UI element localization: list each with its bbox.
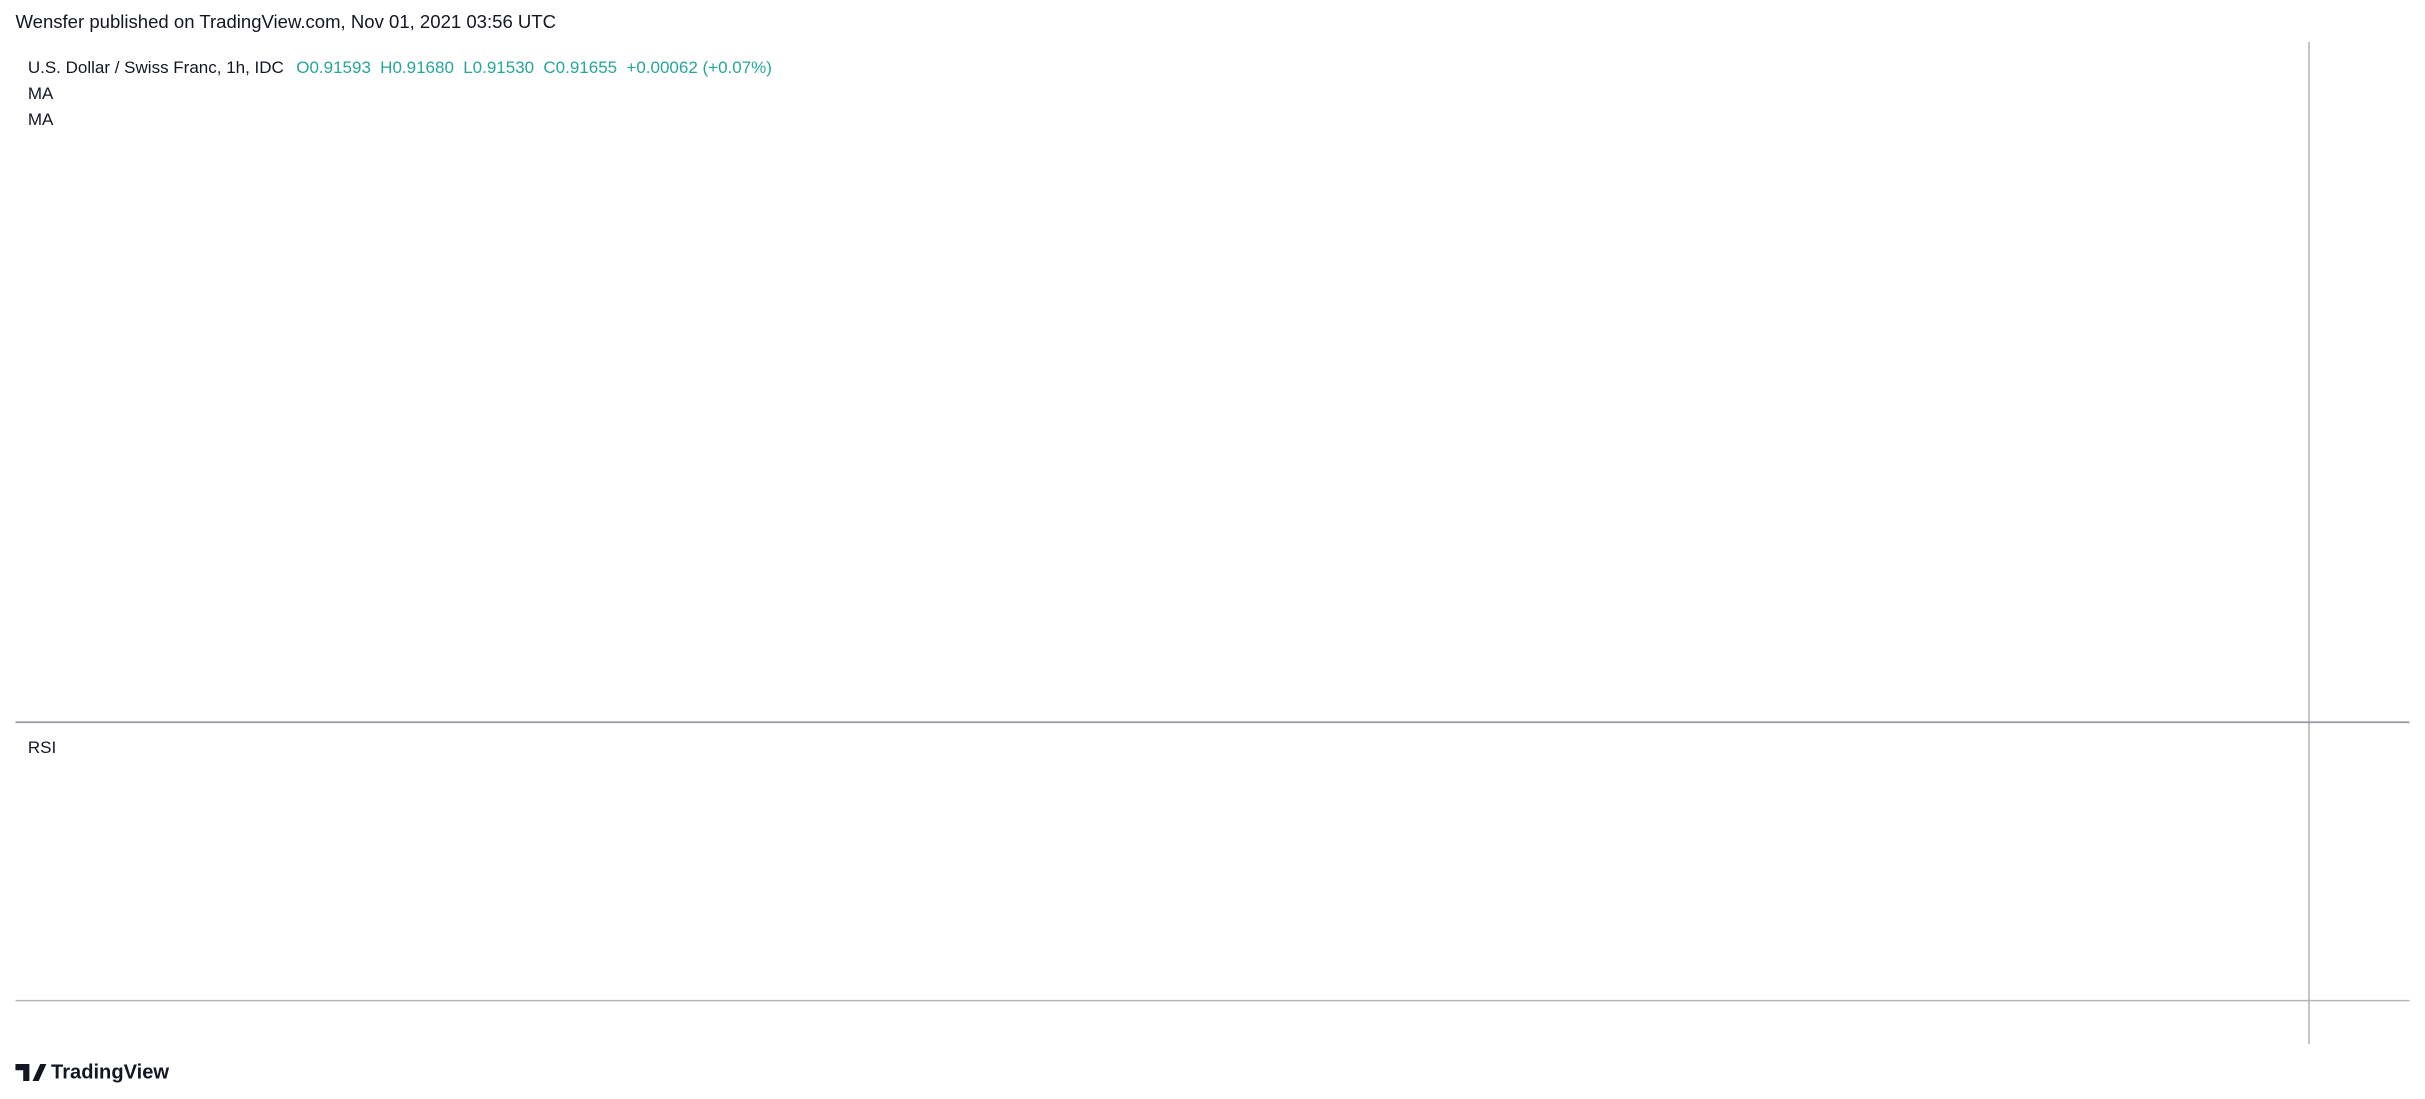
symbol: U.S. Dollar / Swiss Franc, 1h, IDC (28, 58, 284, 77)
publisher-line: Wensfer published on TradingView.com, No… (15, 11, 556, 32)
rsi-title: RSI (28, 738, 56, 757)
ohlc-low: L0.91530 (463, 58, 534, 77)
ma-legend: MA (28, 110, 54, 129)
brand-logo: TradingView (15, 1062, 169, 1084)
brand-name: TradingView (51, 1062, 169, 1084)
ohlc-change: +0.00062 (+0.07%) (626, 58, 772, 77)
ohlc-open: O0.91593 (296, 58, 371, 77)
symbol-legend: U.S. Dollar / Swiss Franc, 1h, IDC O0.915… (28, 58, 772, 77)
logo-icon (15, 1064, 47, 1082)
ma-legend: MA (28, 84, 54, 103)
ohlc-close: C0.91655 (543, 58, 617, 77)
ohlc-high: H0.91680 (380, 58, 454, 77)
